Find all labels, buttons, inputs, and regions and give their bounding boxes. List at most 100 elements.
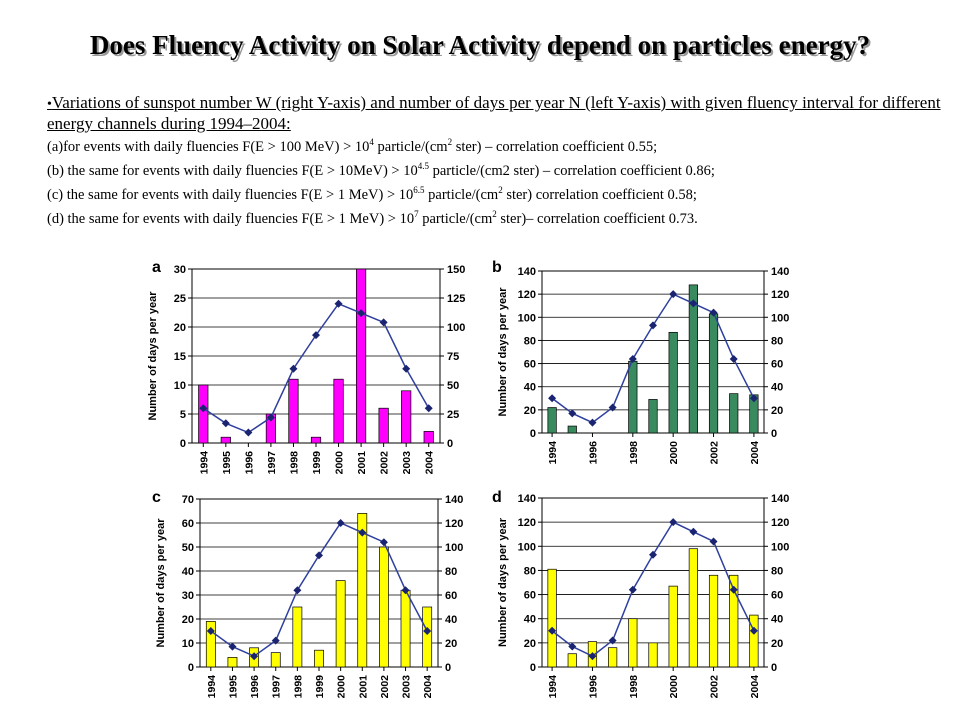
exponent: 7 <box>414 209 419 219</box>
bar <box>628 360 638 434</box>
data-point <box>379 318 388 327</box>
panel-letter: c <box>152 489 161 506</box>
chart-panel-a: a 0 5 10 15 20 25 30 0 25 50 75 100 125 150 Number of d… <box>147 259 465 474</box>
y-tick-label: 70 <box>182 494 194 506</box>
y-tick-label: 80 <box>524 565 536 577</box>
bar <box>401 390 412 444</box>
exponent: 2 <box>447 137 453 147</box>
data-point <box>336 519 345 527</box>
bullet-icon: • <box>47 97 52 112</box>
description-block: •Variations of sunspot number W (right Y… <box>47 93 947 232</box>
condition-c: (c) the same for events with daily fluen… <box>47 184 947 208</box>
x-tick-label: 1998 <box>288 451 300 475</box>
y2-tick-label: 140 <box>445 494 463 506</box>
condition-text: particle/(cm2 ster) – correlation coeffi… <box>428 163 715 179</box>
y2-tick-label: 100 <box>771 541 789 553</box>
data-point <box>271 636 280 645</box>
y2-tick-label: 100 <box>447 322 465 334</box>
condition-d: (d) the same for events with daily fluen… <box>47 208 947 232</box>
condition-text: ster) – correlation coefficient 0.55; <box>452 139 658 155</box>
bar <box>423 431 434 444</box>
x-tick-label: 1995 <box>227 675 239 699</box>
x-tick-label: 1998 <box>628 675 640 699</box>
data-point <box>228 642 237 651</box>
bar <box>288 378 299 444</box>
x-tick-label: 1999 <box>311 451 323 475</box>
data-point <box>709 308 718 317</box>
y-tick-label: 0 <box>530 428 536 440</box>
x-tick-label: 1994 <box>206 675 218 699</box>
x-tick-label: 2004 <box>424 451 436 475</box>
panel-letter: a <box>152 259 161 276</box>
x-tick-label: 2001 <box>357 675 369 699</box>
bar <box>379 546 389 668</box>
chart-panel-b: b 0 20 40 60 80 100 120 140 0 20 40 60 80 100 120 140 Num… <box>492 259 789 464</box>
x-tick-label: 1994 <box>547 675 559 699</box>
intro-text: •Variations of sunspot number W (right Y… <box>47 93 947 133</box>
y2-tick-label: 20 <box>771 638 783 650</box>
y-tick-label: 40 <box>524 614 536 626</box>
y2-tick-label: 80 <box>445 566 457 578</box>
bar <box>422 606 433 668</box>
data-point <box>749 626 758 635</box>
y-tick-label: 40 <box>524 382 536 394</box>
condition-text: particle/(cm <box>424 187 499 203</box>
x-tick-label: 2000 <box>336 675 348 699</box>
sunspot-line <box>210 522 428 658</box>
y-tick-label: 0 <box>188 662 194 674</box>
page-title: Does Fluency Activity on Solar Activity … <box>89 30 871 60</box>
y-tick-label: 60 <box>524 359 536 371</box>
y2-tick-label: 20 <box>771 405 783 417</box>
y2-tick-label: 80 <box>771 335 783 347</box>
y-tick-label: 5 <box>180 409 186 421</box>
bar <box>668 331 678 434</box>
data-point <box>199 404 208 413</box>
data-point <box>401 586 410 595</box>
y-tick-label: 120 <box>518 289 536 301</box>
data-point <box>608 636 617 645</box>
bar <box>749 614 759 668</box>
x-tick-label: 2000 <box>668 675 680 699</box>
bar <box>335 580 346 668</box>
x-tick-label: 2003 <box>401 451 413 475</box>
data-point <box>749 394 758 403</box>
y2-tick-label: 120 <box>771 517 789 529</box>
bar <box>400 589 411 668</box>
x-tick-label: 2002 <box>709 675 721 699</box>
bar <box>198 384 209 444</box>
x-tick-label: 2000 <box>334 451 346 475</box>
bar <box>356 268 367 444</box>
y-tick-label: 20 <box>182 614 194 626</box>
data-point <box>608 403 617 412</box>
y-tick-label: 60 <box>524 590 536 602</box>
bar <box>688 284 698 434</box>
data-point <box>423 627 432 635</box>
data-point <box>729 585 738 594</box>
panel-letter: d <box>492 489 502 506</box>
sunspot-line <box>202 302 430 434</box>
data-point <box>689 299 698 308</box>
y-tick-label: 40 <box>182 566 194 578</box>
x-tick-label: 2004 <box>422 675 434 699</box>
bar <box>220 436 231 444</box>
y-tick-label: 30 <box>182 590 194 602</box>
y-tick-label: 10 <box>182 638 194 650</box>
y-tick-label: 20 <box>174 322 186 334</box>
data-point <box>357 309 366 318</box>
x-tick-label: 2002 <box>379 675 391 699</box>
y2-tick-label: 60 <box>445 590 457 602</box>
y-tick-label: 80 <box>524 335 536 347</box>
y-tick-label: 50 <box>182 542 194 554</box>
x-tick-label: 1996 <box>249 675 261 699</box>
condition-text: ster) correlation coefficient 0.58; <box>502 187 697 203</box>
y2-tick-label: 60 <box>771 590 783 602</box>
y-tick-label: 120 <box>518 517 536 529</box>
data-point <box>568 642 577 651</box>
intro-label: Variations of sunspot number W (right Y-… <box>47 93 941 133</box>
x-tick-label: 2004 <box>749 441 761 465</box>
x-tick-label: 1998 <box>628 441 640 465</box>
y-tick-label: 20 <box>524 638 536 650</box>
x-tick-label: 2000 <box>668 441 680 465</box>
x-tick-label: 1994 <box>547 441 559 465</box>
bar <box>708 313 719 434</box>
